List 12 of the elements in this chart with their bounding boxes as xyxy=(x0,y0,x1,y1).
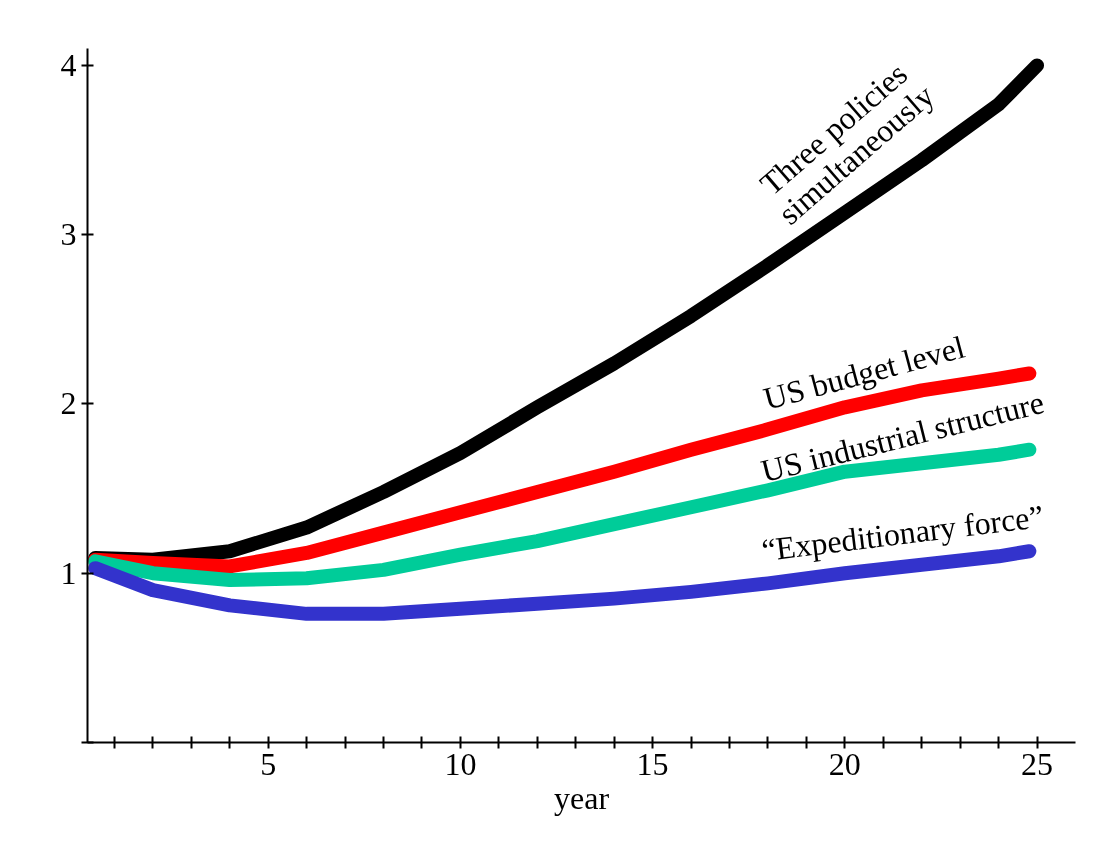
y-tick-label: 3 xyxy=(60,216,77,253)
x-tick-label: 15 xyxy=(636,745,669,782)
x-tick-label: 20 xyxy=(828,745,861,782)
x-tick-label: 10 xyxy=(444,745,477,782)
y-tick-label: 4 xyxy=(60,46,77,83)
y-tick-label: 2 xyxy=(60,385,77,422)
text: US budget level xyxy=(759,328,969,417)
x-tick-label: 5 xyxy=(260,745,277,782)
x-axis-title: year xyxy=(553,779,610,816)
y-tick-label: 1 xyxy=(60,554,77,591)
x-tick-label: 25 xyxy=(1021,745,1054,782)
text: “Expeditionary force” xyxy=(759,497,1046,569)
